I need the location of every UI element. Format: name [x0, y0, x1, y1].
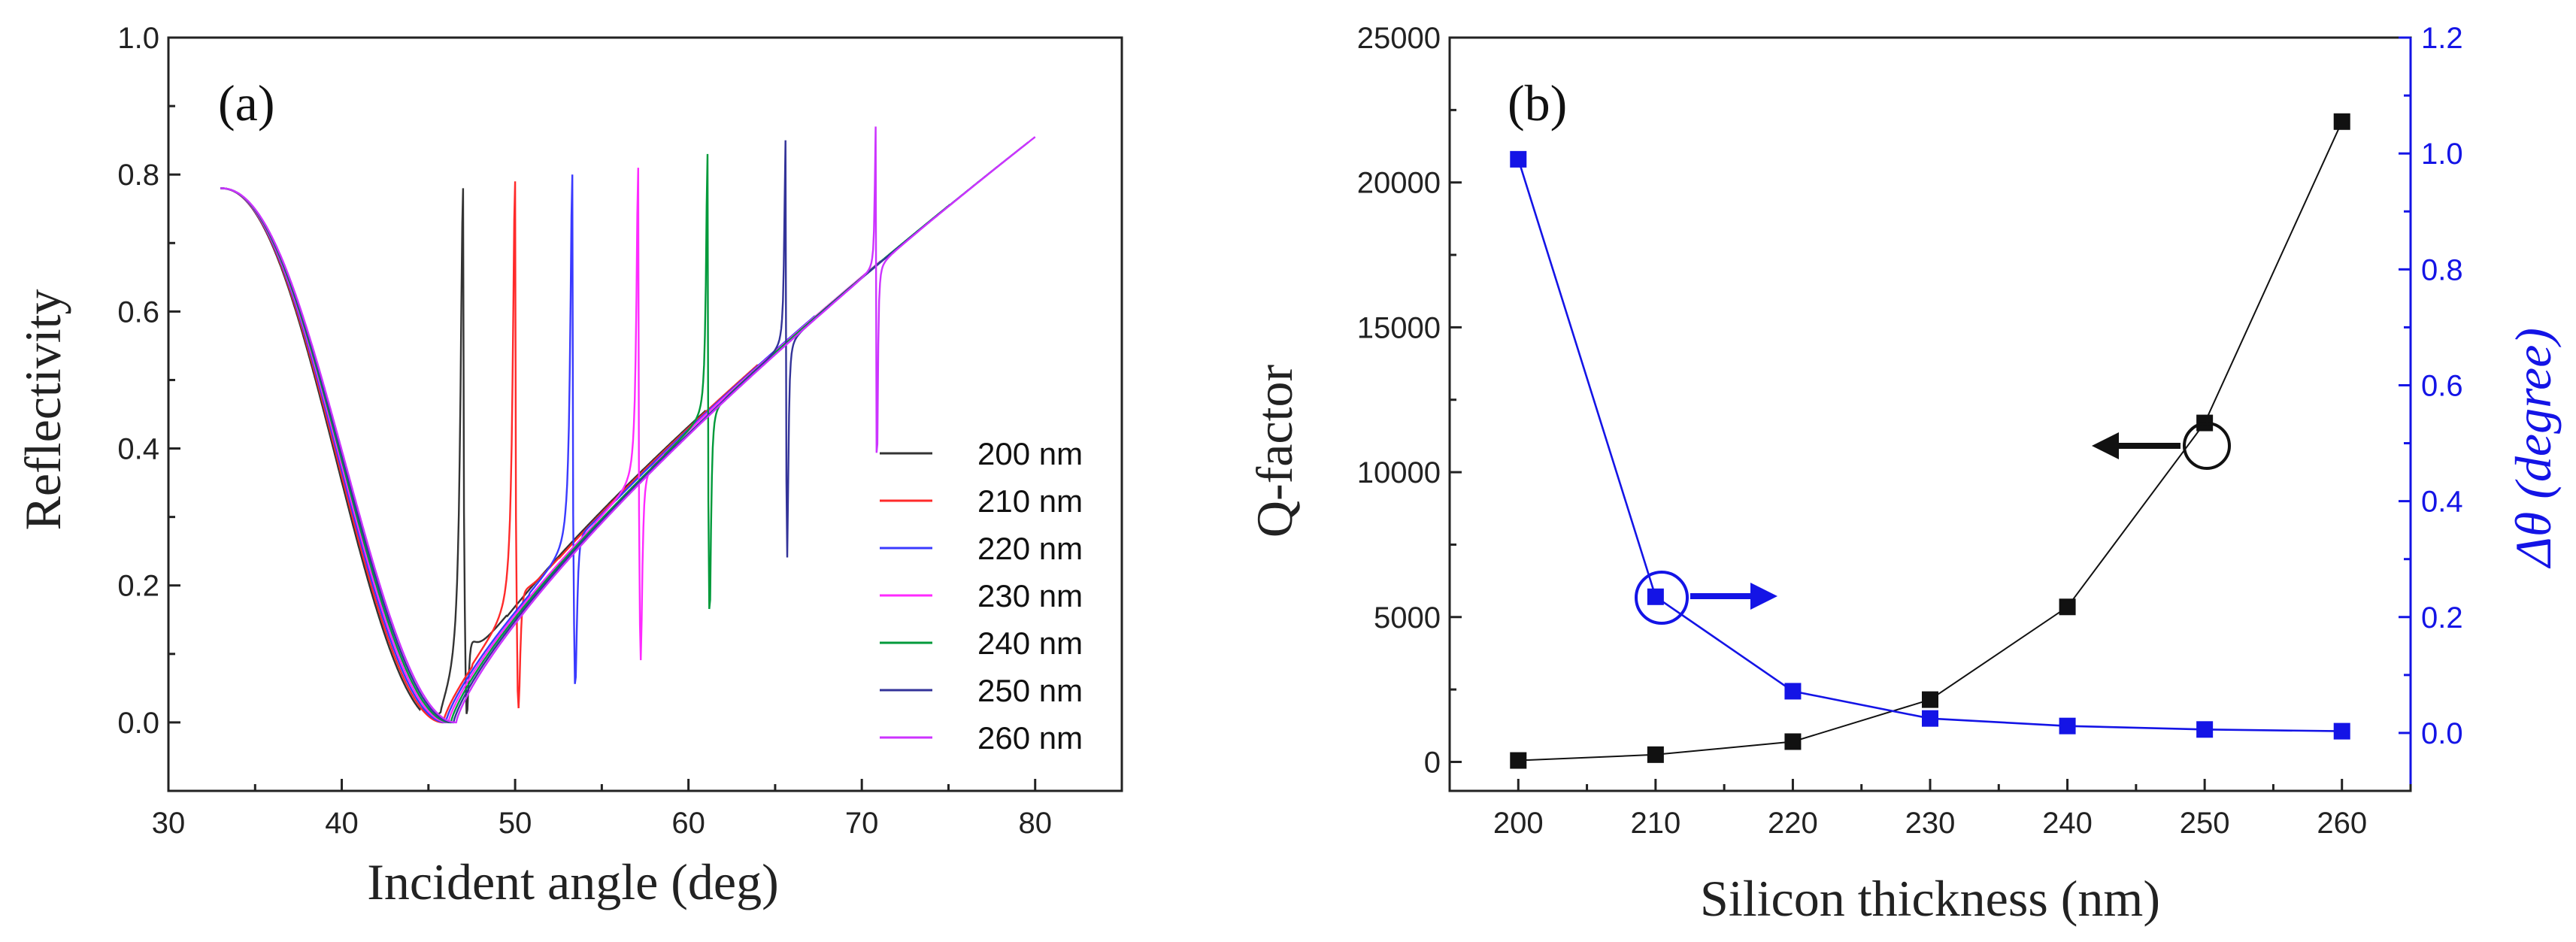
panel-a-x-ticks: 30 40 50 60 70 80 [152, 779, 1052, 840]
panel-b-right-y-tick-label: 0.2 [2421, 601, 2463, 635]
panel-a-series-210-nm [220, 181, 759, 724]
panel-a-x-tick-label: 70 [845, 807, 879, 840]
panel-a-x-axis-title: Incident angle (deg) [367, 853, 779, 910]
panel-b-right-y-tick-label: 0.4 [2421, 486, 2463, 519]
panel-a-legend-label: 230 nm [977, 578, 1083, 613]
panel-b-point-q-factor [1922, 691, 1938, 708]
panel-a-x-tick-label: 80 [1018, 807, 1052, 840]
panel-b-left-y-tick-label: 0 [1424, 746, 1441, 779]
panel-b-left-y-axis-title: Q-factor [1246, 364, 1303, 538]
panel-b-left-y-ticks: 0 5000 10000 15000 20000 25000 [1357, 22, 1462, 779]
panel-a-y-tick-label: 0.8 [117, 159, 159, 192]
panel-a-y-tick-label: 0.4 [117, 433, 159, 466]
panel-b-point-delta-theta [2196, 721, 2214, 738]
panel-b-point-q-factor [1784, 733, 1802, 750]
panel-b-left-y-tick-label: 15000 [1357, 311, 1441, 344]
panel-a-y-axis-title: Reflectivity [14, 289, 71, 530]
panel-b-x-tick-label: 250 [2180, 807, 2230, 840]
panel-b-point-delta-theta [1784, 683, 1802, 700]
panel-b-x-tick-label: 230 [1905, 807, 1956, 840]
panel-b-x-tick-label: 200 [1493, 807, 1544, 840]
panel-a-series-250-nm [220, 140, 1029, 724]
panel-a-legend-label: 220 nm [977, 531, 1083, 566]
panel-b-point-q-factor [1510, 752, 1527, 769]
panel-a-y-tick-label: 0.6 [117, 295, 159, 329]
panel-a-legend-label: 240 nm [977, 625, 1083, 661]
panel-a-reflectivity-chart: 30 40 50 60 70 80 0.0 0.2 0.4 0.6 0.8 1.0 (a) Inci… [14, 22, 1123, 910]
panel-a-legend-label: 250 nm [977, 673, 1083, 708]
panel-a-series-group [220, 126, 1036, 724]
panel-b-point-delta-theta [1922, 710, 1938, 727]
panel-b-x-tick-label: 260 [2317, 807, 2367, 840]
panel-a-y-tick-label: 0.0 [117, 707, 159, 740]
panel-a-y-tick-label: 1.0 [117, 22, 159, 55]
panel-b-point-q-factor [2059, 598, 2076, 616]
panel-a-legend-label: 260 nm [977, 720, 1083, 756]
panel-b-x-axis-title: Silicon thickness (nm) [1700, 870, 2160, 927]
panel-a-legend-label: 200 nm [977, 436, 1083, 471]
panel-a-x-tick-label: 30 [152, 807, 186, 840]
panel-b-label: (b) [1508, 74, 1567, 132]
panel-a-x-tick-label: 50 [499, 807, 532, 840]
panel-b-left-y-tick-label: 20000 [1357, 167, 1441, 200]
panel-b-point-delta-theta [2059, 717, 2076, 735]
panel-b-point-delta-theta [1647, 588, 1664, 605]
panel-b-qfactor-chart: 200 210 220 230 240 250 260 0 5000 10000 15000 200… [1246, 22, 2562, 927]
panel-b-x-tick-label: 220 [1768, 807, 1818, 840]
panel-a-plot-frame [167, 36, 1123, 792]
panel-b-right-y-ticks: 0.0 0.2 0.4 0.6 0.8 1.0 1.2 [2399, 22, 2463, 750]
panel-b-left-y-tick-label: 10000 [1357, 456, 1441, 489]
panel-a-legend-label: 210 nm [977, 483, 1083, 519]
panel-b-right-y-tick-label: 0.6 [2421, 369, 2463, 402]
panel-b-point-delta-theta [1510, 150, 1527, 168]
panel-a-series-220-nm [220, 174, 816, 724]
panel-b-point-q-factor [2333, 113, 2350, 130]
panel-b-left-y-tick-label: 5000 [1374, 601, 1441, 635]
panel-a-label: (a) [218, 74, 274, 132]
panel-b-x-tick-label: 240 [2042, 807, 2093, 840]
panel-b-series-group [1510, 113, 2350, 769]
panel-a-legend: 200 nm 210 nm 220 nm 230 nm 240 nm 250 nm 260 … [880, 436, 1083, 756]
panel-b-x-ticks: 200 210 220 230 240 250 260 [1448, 779, 2412, 840]
panel-a-y-tick-label: 0.2 [117, 570, 159, 603]
panel-a-x-tick-label: 40 [325, 807, 359, 840]
panel-a-series-260-nm [220, 126, 1036, 724]
panel-a-series-200-nm [220, 187, 707, 716]
panel-a-y-ticks: 0.0 0.2 0.4 0.6 0.8 1.0 [117, 22, 180, 740]
panel-b-right-y-tick-label: 1.2 [2421, 22, 2463, 55]
panel-b-right-y-tick-label: 0.0 [2421, 717, 2463, 750]
panel-b-x-tick-label: 210 [1630, 807, 1680, 840]
panel-b-right-y-tick-label: 1.0 [2421, 138, 2463, 171]
delta-theta-axis-indicator [1635, 571, 1777, 625]
panel-b-left-y-tick-label: 25000 [1357, 22, 1441, 55]
panel-b-point-q-factor [1647, 746, 1664, 763]
panel-b-right-y-axis-title: Δθ (degree) [2505, 328, 2562, 569]
panel-a-x-tick-label: 60 [671, 807, 705, 840]
q-factor-axis-indicator [2092, 422, 2231, 470]
panel-b-right-y-tick-label: 0.8 [2421, 253, 2463, 286]
panel-b-point-delta-theta [2333, 722, 2350, 740]
